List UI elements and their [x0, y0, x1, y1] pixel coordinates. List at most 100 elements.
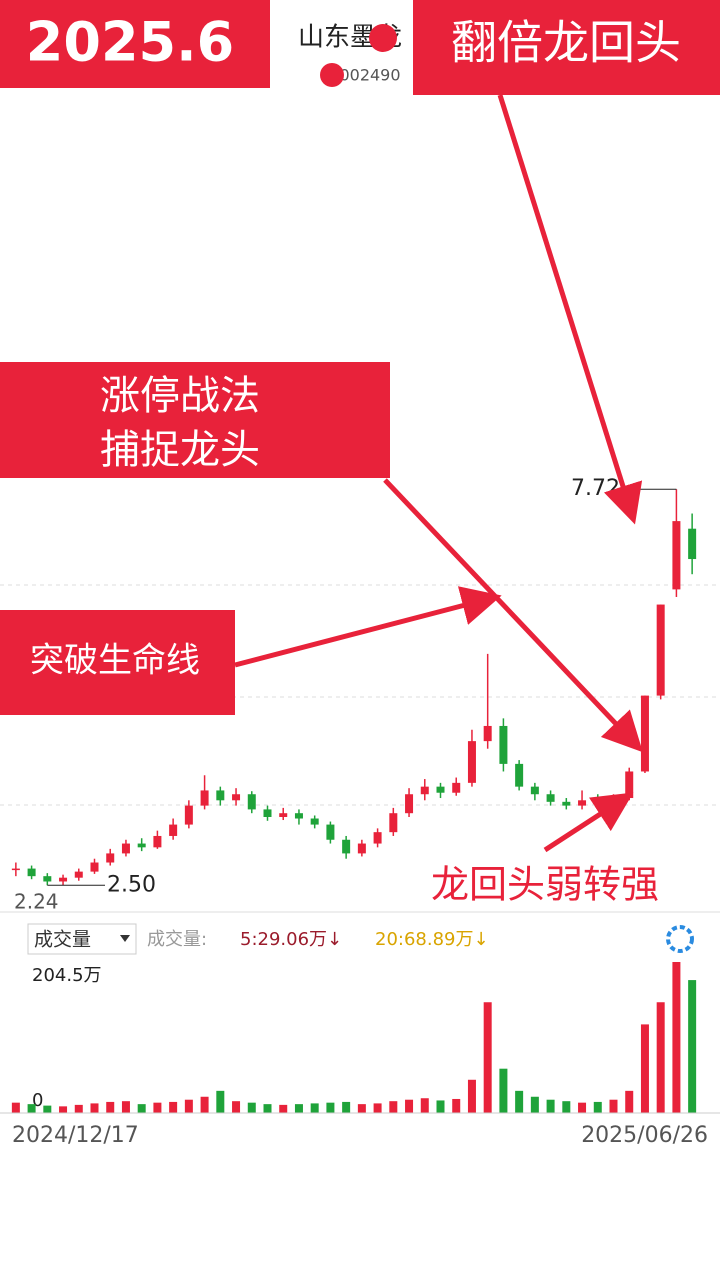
candle-body	[515, 763, 524, 787]
volume-bar	[232, 1101, 241, 1113]
volume-bar	[153, 1102, 162, 1113]
candle-body	[294, 813, 303, 819]
candle-body	[562, 801, 571, 806]
sticker	[369, 24, 397, 52]
volume-bar	[90, 1103, 99, 1113]
volume-bar	[27, 1104, 36, 1113]
volume-bar	[279, 1104, 288, 1113]
volume-bar	[420, 1098, 429, 1113]
candle-body	[247, 794, 256, 810]
candle-body	[200, 790, 209, 806]
candle-body	[169, 824, 178, 836]
volume-bar	[656, 1002, 665, 1113]
volume-bar	[357, 1104, 366, 1113]
volume-bar	[342, 1101, 351, 1113]
volume-bar	[405, 1099, 414, 1113]
candle-body	[688, 528, 697, 560]
volume-bar	[483, 1002, 492, 1113]
candle-body	[389, 813, 398, 833]
volume-bar	[578, 1102, 587, 1113]
candle-body	[625, 771, 634, 799]
volume-bar	[43, 1105, 52, 1113]
candle-body	[90, 862, 99, 872]
candle-body	[672, 521, 681, 590]
candle-body	[59, 877, 68, 882]
x-tick-label: 2024/12/17	[12, 1123, 139, 1148]
volume-bar	[373, 1103, 382, 1113]
y-tick-label: 2.24	[14, 890, 59, 914]
candle-body	[640, 695, 649, 772]
candle-body	[184, 805, 193, 825]
stock-code: 002490	[339, 66, 400, 85]
candle-body	[11, 868, 20, 871]
callout-text: 捕捉龙头	[100, 427, 260, 473]
candle-body	[436, 786, 445, 793]
candle-body	[530, 786, 539, 795]
banner-text: 2025.6	[26, 11, 234, 74]
candle-body	[27, 868, 36, 877]
volume-bar	[310, 1103, 319, 1113]
candle-body	[153, 835, 162, 848]
volume-bar	[625, 1090, 634, 1113]
volume-bar	[562, 1101, 571, 1113]
volume-bar	[106, 1101, 115, 1113]
volume-bar	[672, 962, 681, 1113]
candle-body	[420, 786, 429, 795]
volume-bar	[121, 1101, 130, 1113]
callout-text: 涨停战法	[100, 373, 260, 419]
volume-bar	[137, 1104, 146, 1113]
y-tick-label: 204.5万	[32, 965, 102, 986]
candle-body	[405, 794, 414, 814]
candle-body	[263, 809, 272, 817]
volume-bar	[200, 1096, 209, 1113]
volume-bar	[688, 980, 697, 1113]
y-tick-label: 0	[32, 1090, 43, 1111]
candle-body	[483, 725, 492, 742]
sticker	[320, 63, 344, 87]
candle-body	[216, 790, 225, 801]
volume-bar	[169, 1101, 178, 1113]
candle-body	[656, 604, 665, 696]
volume-bar	[294, 1104, 303, 1113]
volume-bar	[515, 1090, 524, 1113]
candle-body	[137, 843, 146, 848]
candle-body	[452, 782, 461, 793]
candle-body	[373, 832, 382, 844]
volume-bar	[11, 1102, 20, 1113]
low-label: 2.50	[107, 872, 156, 897]
candle-body	[43, 876, 52, 882]
candle-body	[106, 853, 115, 863]
x-tick-label: 2025/06/26	[581, 1123, 708, 1148]
candle-body	[232, 794, 241, 801]
candle-body	[546, 794, 555, 802]
dropdown-label: 成交量	[34, 929, 91, 951]
dropdown-caret	[120, 935, 130, 942]
volume-bar	[640, 1024, 649, 1113]
volume-bar	[74, 1104, 83, 1113]
candle-body	[74, 871, 83, 878]
callout-text: 龙回头弱转强	[431, 863, 659, 907]
volume-bar	[436, 1100, 445, 1113]
callout	[0, 362, 390, 478]
ma-label: 20:68.89万↓	[375, 929, 489, 950]
volume-bar	[593, 1101, 602, 1113]
volume-bar	[530, 1096, 539, 1113]
ma-label: 5:29.06万↓	[240, 929, 342, 950]
candle-body	[578, 800, 587, 806]
arrows	[234, 94, 643, 853]
volume-bar	[184, 1099, 193, 1113]
settings-icon[interactable]	[666, 925, 694, 953]
candle-body	[279, 813, 288, 817]
volume-bar	[499, 1068, 508, 1113]
legend-title: 成交量:	[147, 929, 207, 950]
candle-body	[310, 818, 319, 825]
volume-bar	[263, 1104, 272, 1113]
volume-bar	[546, 1099, 555, 1113]
callout-text: 突破生命线	[30, 641, 200, 681]
candle-body	[467, 741, 476, 783]
dropdown[interactable]	[27, 923, 137, 955]
banner-text: 翻倍龙回头	[451, 16, 681, 70]
volume-bar	[326, 1102, 335, 1113]
price-chart: 2.24 7.72 2.50	[0, 476, 720, 914]
candle-body	[357, 843, 366, 854]
